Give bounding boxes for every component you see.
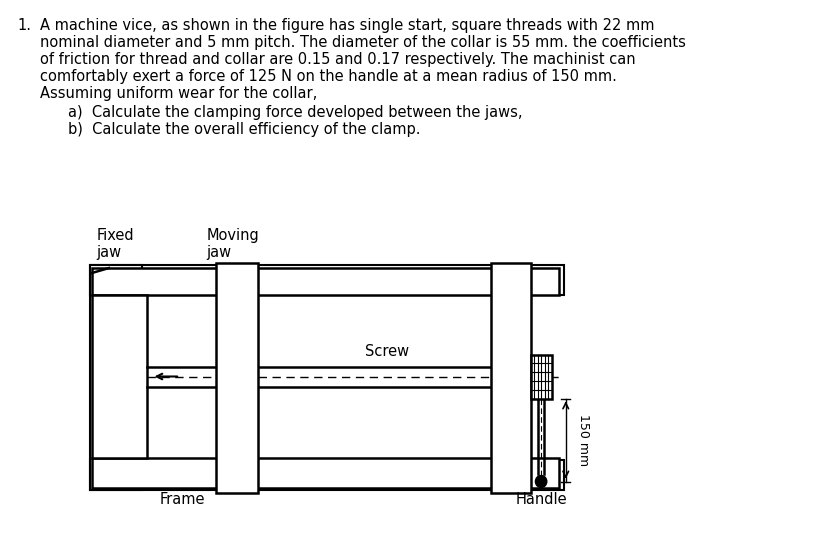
Text: Moving
jaw: Moving jaw [206, 228, 259, 260]
Bar [92, 268, 559, 295]
Text: comfortably exert a force of 125 N on the handle at a mean radius of 150 mm.: comfortably exert a force of 125 N on th… [40, 69, 616, 84]
Text: Assuming uniform wear for the collar,: Assuming uniform wear for the collar, [40, 86, 317, 101]
Bar [92, 458, 559, 488]
Text: Frame: Frame [160, 492, 205, 507]
Bar [90, 460, 563, 490]
Bar [92, 295, 147, 458]
Text: Fixed
jaw: Fixed jaw [97, 228, 134, 260]
Bar [491, 263, 530, 493]
Text: 1.: 1. [17, 18, 31, 33]
Text: Handle: Handle [514, 492, 566, 507]
Circle shape [535, 475, 546, 487]
Bar [530, 354, 551, 399]
Text: b)  Calculate the overall efficiency of the clamp.: b) Calculate the overall efficiency of t… [68, 122, 420, 137]
Text: of friction for thread and collar are 0.15 and 0.17 respectively. The machinist : of friction for thread and collar are 0.… [40, 52, 635, 67]
Bar [90, 265, 563, 295]
Text: a)  Calculate the clamping force developed between the jaws,: a) Calculate the clamping force develope… [68, 105, 522, 120]
Text: Screw: Screw [364, 344, 409, 358]
Text: nominal diameter and 5 mm pitch. The diameter of the collar is 55 mm. the coeffi: nominal diameter and 5 mm pitch. The dia… [40, 35, 685, 50]
Text: 150 mm: 150 mm [577, 414, 590, 466]
Bar [90, 265, 142, 490]
Text: A machine vice, as shown in the figure has single start, square threads with 22 : A machine vice, as shown in the figure h… [40, 18, 654, 33]
Bar [215, 263, 257, 493]
